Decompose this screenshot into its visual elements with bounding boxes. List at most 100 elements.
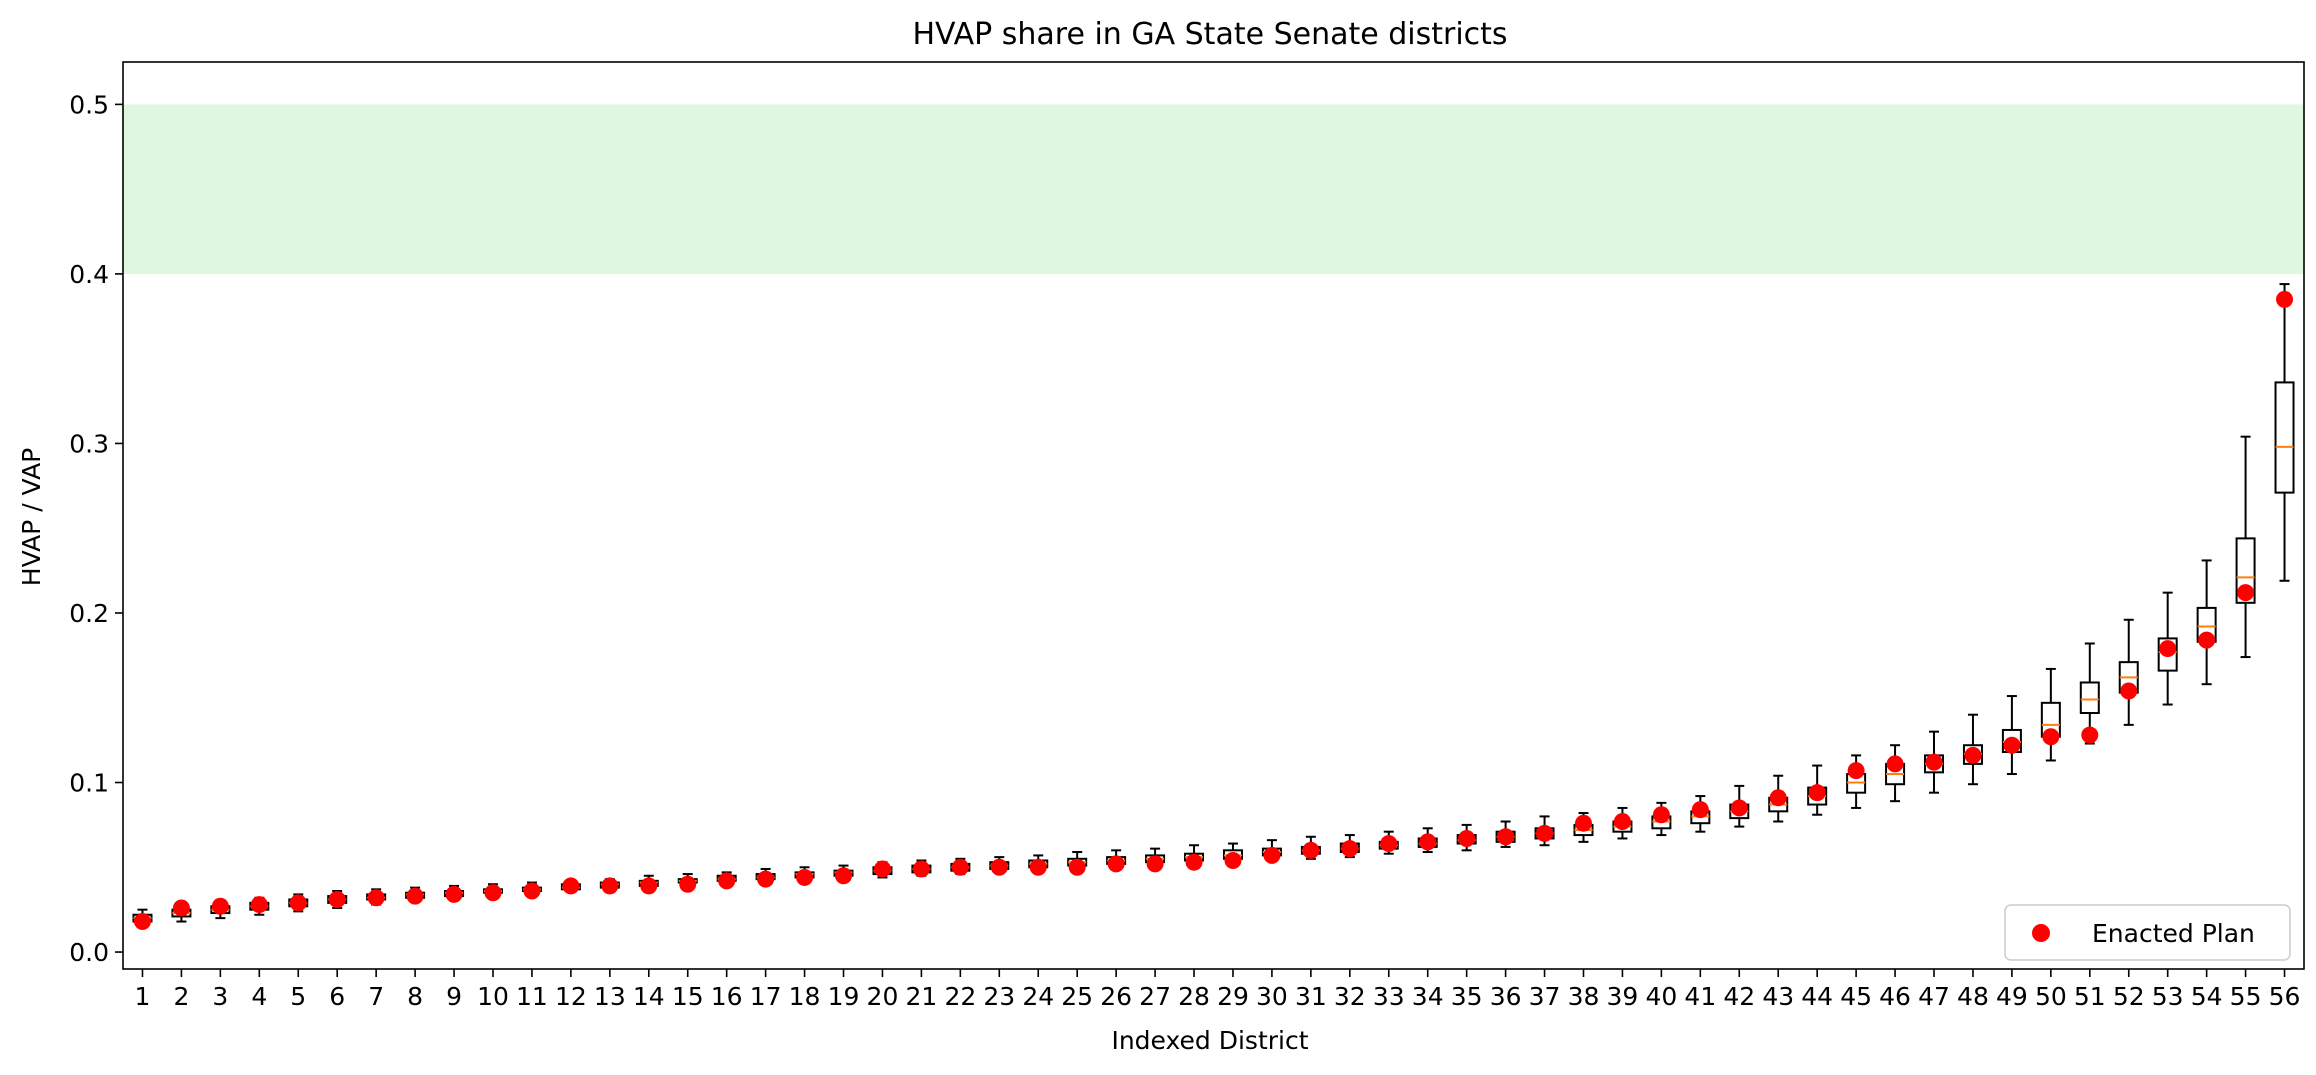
x-tick-label: 8 bbox=[407, 982, 423, 1011]
enacted-point-42 bbox=[1730, 799, 1748, 817]
x-tick-label: 34 bbox=[1412, 982, 1444, 1011]
enacted-point-53 bbox=[2159, 640, 2177, 658]
x-tick-label: 47 bbox=[1918, 982, 1950, 1011]
x-tick-label: 28 bbox=[1178, 982, 1210, 1011]
x-tick-label: 1 bbox=[135, 982, 151, 1011]
x-tick-label: 39 bbox=[1607, 982, 1639, 1011]
enacted-point-50 bbox=[2042, 728, 2060, 746]
enacted-point-47 bbox=[1925, 753, 1943, 771]
enacted-point-32 bbox=[1341, 840, 1359, 858]
enacted-point-43 bbox=[1769, 789, 1787, 807]
enacted-point-27 bbox=[1146, 855, 1164, 873]
enacted-point-39 bbox=[1613, 813, 1631, 831]
box-district-56 bbox=[2274, 283, 2295, 582]
x-tick-label: 42 bbox=[1723, 982, 1755, 1011]
enacted-point-12 bbox=[562, 877, 580, 895]
x-tick-label: 48 bbox=[1957, 982, 1989, 1011]
x-tick-label: 12 bbox=[555, 982, 587, 1011]
x-tick-label: 13 bbox=[594, 982, 626, 1011]
x-tick-label: 36 bbox=[1490, 982, 1522, 1011]
y-tick-label: 0.5 bbox=[69, 90, 109, 119]
x-tick-label: 24 bbox=[1022, 982, 1054, 1011]
enacted-point-24 bbox=[1029, 858, 1047, 876]
y-axis-label: HVAP / VAP bbox=[17, 448, 46, 586]
enacted-point-13 bbox=[601, 877, 619, 895]
y-tick-label: 0.4 bbox=[69, 260, 109, 289]
x-tick-label: 44 bbox=[1801, 982, 1833, 1011]
x-tick-label: 7 bbox=[368, 982, 384, 1011]
x-tick-label: 37 bbox=[1529, 982, 1561, 1011]
x-tick-label: 3 bbox=[212, 982, 228, 1011]
plot-frame bbox=[122, 61, 2305, 970]
x-tick-label: 53 bbox=[2152, 982, 2184, 1011]
x-axis-ticks: 1 2 3 4 5 6 7 8 9 10 11 12 13 14 15 16 17 18 19 20 21 22 23 24 2… bbox=[135, 969, 2301, 1011]
x-tick-label: 50 bbox=[2035, 982, 2067, 1011]
enacted-point-6 bbox=[328, 890, 346, 908]
box-iqr bbox=[2079, 681, 2100, 715]
enacted-point-44 bbox=[1808, 784, 1826, 802]
x-tick-label: 5 bbox=[290, 982, 306, 1011]
x-tick-label: 14 bbox=[633, 982, 665, 1011]
enacted-point-36 bbox=[1497, 828, 1515, 846]
enacted-point-33 bbox=[1380, 835, 1398, 853]
x-tick-label: 35 bbox=[1451, 982, 1483, 1011]
enacted-point-10 bbox=[484, 884, 502, 902]
x-tick-label: 56 bbox=[2269, 982, 2301, 1011]
enacted-point-35 bbox=[1458, 829, 1476, 847]
x-tick-label: 49 bbox=[1996, 982, 2028, 1011]
enacted-point-5 bbox=[289, 894, 307, 912]
x-tick-label: 55 bbox=[2230, 982, 2262, 1011]
enacted-point-51 bbox=[2081, 726, 2099, 744]
enacted-point-23 bbox=[990, 858, 1008, 876]
enacted-point-1 bbox=[133, 913, 151, 931]
x-tick-label: 54 bbox=[2191, 982, 2223, 1011]
x-tick-label: 16 bbox=[711, 982, 743, 1011]
legend-label: Enacted Plan bbox=[2092, 919, 2255, 948]
enacted-point-19 bbox=[835, 867, 853, 885]
enacted-point-25 bbox=[1068, 858, 1086, 876]
x-tick-label: 46 bbox=[1879, 982, 1911, 1011]
legend-box bbox=[2004, 904, 2291, 961]
enacted-point-7 bbox=[367, 889, 385, 907]
enacted-point-45 bbox=[1847, 762, 1865, 780]
x-tick-label: 51 bbox=[2074, 982, 2106, 1011]
enacted-point-11 bbox=[523, 882, 541, 900]
enacted-point-9 bbox=[445, 885, 463, 903]
x-tick-label: 33 bbox=[1373, 982, 1405, 1011]
x-tick-label: 32 bbox=[1334, 982, 1366, 1011]
x-tick-label: 38 bbox=[1568, 982, 1600, 1011]
x-tick-label: 40 bbox=[1645, 982, 1677, 1011]
enacted-point-16 bbox=[718, 872, 736, 890]
x-tick-label: 21 bbox=[905, 982, 937, 1011]
x-tick-label: 18 bbox=[789, 982, 821, 1011]
x-tick-label: 25 bbox=[1061, 982, 1093, 1011]
x-tick-label: 4 bbox=[251, 982, 267, 1011]
enacted-point-40 bbox=[1652, 806, 1670, 824]
box-iqr bbox=[2274, 381, 2295, 494]
enacted-point-3 bbox=[211, 897, 229, 915]
enacted-point-49 bbox=[2003, 736, 2021, 754]
x-tick-label: 30 bbox=[1256, 982, 1288, 1011]
enacted-point-29 bbox=[1224, 851, 1242, 869]
x-tick-label: 43 bbox=[1762, 982, 1794, 1011]
enacted-point-8 bbox=[406, 887, 424, 905]
enacted-point-22 bbox=[951, 858, 969, 876]
y-tick-label: 0.1 bbox=[69, 769, 109, 798]
x-axis-label: Indexed District bbox=[1111, 1026, 1308, 1055]
enacted-point-30 bbox=[1263, 846, 1281, 864]
enacted-points-layer bbox=[133, 290, 2294, 931]
enacted-point-46 bbox=[1886, 755, 1904, 773]
x-tick-label: 2 bbox=[173, 982, 189, 1011]
y-tick-label: 0.2 bbox=[69, 599, 109, 628]
box-iqr bbox=[2157, 637, 2178, 672]
enacted-point-34 bbox=[1419, 833, 1437, 851]
x-tick-label: 29 bbox=[1217, 982, 1249, 1011]
y-tick-label: 0.3 bbox=[69, 429, 109, 458]
enacted-point-4 bbox=[250, 896, 268, 914]
enacted-point-55 bbox=[2237, 584, 2255, 602]
box-district-55 bbox=[2235, 435, 2256, 659]
box-iqr bbox=[2235, 537, 2256, 604]
x-tick-label: 27 bbox=[1139, 982, 1171, 1011]
x-tick-label: 9 bbox=[446, 982, 462, 1011]
enacted-point-18 bbox=[796, 868, 814, 886]
